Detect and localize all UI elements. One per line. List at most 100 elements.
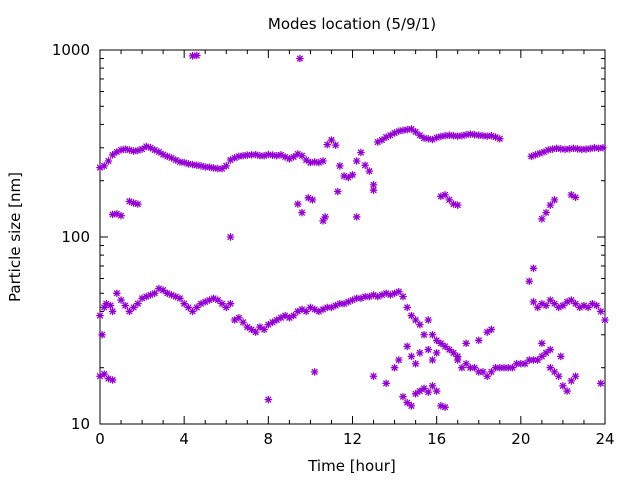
- data-point: [453, 201, 462, 210]
- x-axis-label: Time [hour]: [307, 457, 396, 475]
- data-point: [382, 379, 391, 388]
- data-point: [352, 213, 361, 221]
- data-point: [415, 349, 424, 357]
- data-point: [129, 303, 138, 312]
- chart-title: Modes location (5/9/1): [268, 15, 436, 33]
- data-point: [226, 233, 235, 241]
- data-point: [571, 193, 580, 202]
- data-point: [596, 379, 605, 388]
- data-point: [601, 316, 609, 324]
- data-point: [251, 328, 260, 336]
- data-point: [357, 294, 365, 303]
- data-point: [394, 287, 403, 296]
- data-point: [296, 54, 304, 63]
- data-point: [441, 342, 449, 351]
- data-point: [399, 292, 407, 301]
- data-point: [415, 320, 424, 329]
- data-point: [411, 359, 420, 368]
- x-tick-label: 20: [511, 430, 530, 448]
- data-point: [567, 296, 576, 304]
- data-point: [445, 131, 454, 140]
- data-point: [441, 191, 449, 199]
- data-point: [554, 372, 563, 381]
- data-point: [596, 307, 605, 316]
- data-point: [432, 336, 441, 345]
- data-point: [407, 311, 416, 320]
- data-point: [285, 154, 294, 163]
- x-tick-label: 8: [264, 430, 274, 448]
- data-point: [289, 153, 298, 161]
- data-point: [599, 143, 607, 152]
- data-point: [222, 162, 231, 170]
- x-tick-label: 24: [595, 430, 614, 448]
- data-point: [100, 162, 109, 170]
- data-point: [378, 136, 386, 144]
- data-point: [365, 167, 374, 175]
- data-point: [361, 161, 369, 170]
- data-point: [213, 296, 222, 304]
- data-point: [184, 160, 193, 168]
- data-point: [226, 299, 235, 308]
- data-point: [121, 301, 130, 310]
- data-point: [390, 363, 399, 372]
- axis-tick-labels: 0 4 8 12 16 20 24 10 100 1000: [52, 41, 615, 448]
- data-point: [538, 339, 546, 348]
- data-point: [298, 208, 306, 217]
- data-point: [239, 318, 247, 327]
- data-point: [546, 296, 555, 304]
- data-point: [403, 303, 412, 312]
- data-point: [308, 196, 317, 204]
- data-point: [571, 372, 580, 381]
- data-point: [500, 363, 508, 372]
- data-point: [235, 313, 243, 322]
- data-point: [106, 301, 115, 310]
- data-point: [150, 289, 159, 298]
- data-point: [563, 387, 571, 395]
- data-point: [112, 209, 121, 218]
- data-point: [529, 297, 538, 306]
- data-point: [394, 356, 403, 364]
- data-point: [559, 301, 567, 310]
- data-point: [209, 164, 218, 172]
- data-point: [352, 157, 361, 165]
- data-point: [538, 215, 546, 223]
- data-point: [163, 289, 172, 298]
- data-point: [112, 289, 121, 298]
- x-tick-label: 12: [343, 430, 362, 448]
- plot-frame: [99, 49, 606, 425]
- data-point: [559, 381, 567, 390]
- data-point: [525, 277, 534, 286]
- data-point: [201, 163, 210, 171]
- data-point: [256, 323, 264, 331]
- data-point: [159, 286, 167, 294]
- data-point: [268, 318, 277, 327]
- data-point: [453, 352, 462, 361]
- x-tick-label: 16: [427, 430, 446, 448]
- data-point: [546, 345, 555, 354]
- data-point: [142, 292, 151, 301]
- y-tick-label: 100: [61, 228, 90, 246]
- data-point: [458, 131, 466, 140]
- data-point: [462, 339, 470, 348]
- data-point: [108, 376, 117, 384]
- data-point: [98, 330, 106, 339]
- data-point: [550, 196, 559, 204]
- data-point: [567, 377, 576, 385]
- data-point: [432, 349, 441, 357]
- data-point: [542, 301, 550, 310]
- data-point: [108, 150, 117, 159]
- data-point: [369, 372, 378, 381]
- data-point: [117, 211, 125, 220]
- data-point: [319, 217, 327, 225]
- data-point: [424, 316, 433, 324]
- data-point: [192, 303, 201, 312]
- data-point: [586, 144, 595, 153]
- data-point: [411, 316, 420, 324]
- data-point: [592, 301, 601, 310]
- data-point: [428, 356, 437, 364]
- data-point: [542, 208, 550, 217]
- data-point: [319, 157, 327, 165]
- data-point: [369, 186, 378, 195]
- data-point: [96, 311, 104, 320]
